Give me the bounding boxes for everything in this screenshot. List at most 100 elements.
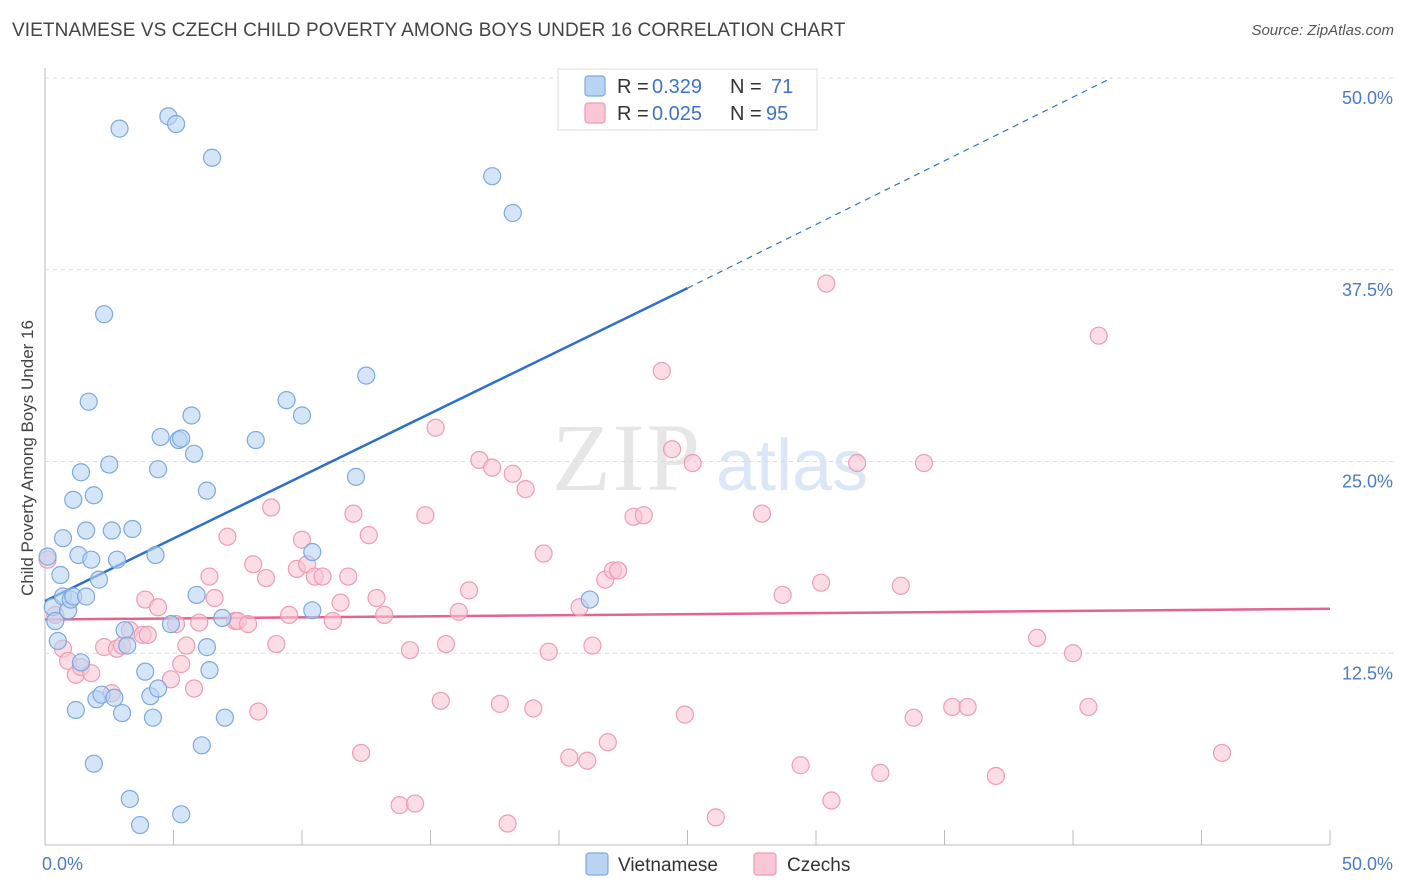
point-vietnamese [84,754,103,773]
point-vietnamese [184,444,204,463]
legend-bottom: Vietnamese Czechs [585,852,850,876]
point-czechs [706,808,725,827]
point-czechs [238,615,258,634]
point-vietnamese [192,736,211,755]
point-vietnamese [166,114,186,134]
point-vietnamese [77,521,96,540]
point-czechs [218,527,237,546]
point-czechs [267,634,286,654]
point-vietnamese [120,789,139,809]
point-czechs [516,480,535,499]
point-czechs [534,544,553,563]
point-vietnamese [197,481,217,500]
point-czechs [943,697,962,717]
point-vietnamese [110,119,129,138]
point-czechs [344,504,363,523]
watermark-zip: ZIP [552,404,702,511]
point-vietnamese [95,305,114,324]
point-vietnamese [105,688,124,707]
point-vietnamese [357,366,376,385]
point-czechs [459,581,479,600]
point-czechs [986,766,1006,786]
point-czechs [812,573,831,592]
point-czechs [400,641,420,660]
point-czechs [390,796,409,815]
point-vietnamese [51,565,70,585]
point-czechs [359,526,378,545]
watermark-atlas: atlas [716,426,868,506]
point-vietnamese [161,615,181,634]
point-czechs [375,605,394,625]
x-tick-label: 0.0% [42,854,83,874]
point-czechs [683,453,702,473]
point-vietnamese [53,529,73,548]
point-vietnamese [483,167,502,186]
point-vietnamese [202,148,222,167]
point-czechs [773,585,792,605]
point-czechs [172,654,191,674]
point-czechs [249,702,268,721]
point-czechs [352,743,371,763]
point-czechs [524,699,543,718]
point-czechs [190,613,209,632]
legend-n-label-2: N = [730,103,762,125]
point-czechs [426,418,445,437]
point-vietnamese [213,608,232,628]
point-vietnamese [130,815,150,835]
chart-title: VIETNAMESE VS CZECH CHILD POVERTY AMONG … [12,20,846,41]
point-czechs [791,756,810,775]
legend-n-value-2: 95 [766,103,788,125]
point-vietnamese [503,203,522,223]
point-czechs [583,636,602,655]
point-czechs [148,598,168,617]
point-czechs [503,464,522,483]
point-czechs [449,602,468,621]
point-czechs [138,625,157,644]
point-czechs [205,588,224,608]
legend-swatch-vietnamese [584,75,606,97]
trendline-vietnamese-extension [687,77,1112,289]
point-czechs [539,642,558,661]
point-vietnamese [48,631,67,651]
point-vietnamese [46,611,65,631]
scatter-points [38,107,1232,835]
point-czechs [323,611,342,631]
legend-bottom-swatch-czechs [753,852,777,876]
point-vietnamese [197,638,217,657]
point-czechs [498,814,517,833]
legend-r-value-2: 0.025 [652,103,702,125]
watermark: ZIP atlas [552,404,868,511]
point-vietnamese [172,805,191,824]
point-czechs [662,440,682,459]
point-czechs [560,748,579,767]
point-czechs [871,763,890,783]
point-czechs [1079,697,1098,717]
point-czechs [578,751,597,770]
point-czechs [634,506,653,525]
legend-n-label-1: N = [730,76,762,98]
point-czechs [313,567,332,586]
point-vietnamese [64,490,83,509]
legend-bottom-swatch-vietnamese [585,852,609,876]
point-czechs [292,530,312,549]
legend-bottom-czechs: Czechs [787,855,850,876]
x-tick-label: 50.0% [1342,854,1393,874]
point-czechs [405,794,425,813]
point-czechs [339,567,358,586]
point-vietnamese [215,708,234,727]
point-czechs [817,274,836,293]
point-czechs [1089,326,1108,345]
point-czechs [200,567,219,586]
y-tick-label: 12.5% [1342,663,1393,683]
point-vietnamese [100,455,119,474]
point-czechs [958,697,977,717]
point-vietnamese [115,621,134,640]
point-czechs [256,568,276,588]
point-czechs [675,705,695,724]
point-vietnamese [146,545,165,565]
point-vietnamese [187,585,206,605]
point-czechs [177,636,196,655]
legend-r-value-1: 0.329 [652,76,702,98]
point-czechs [483,458,502,477]
legend-bottom-vietnamese: Vietnamese [618,855,718,876]
